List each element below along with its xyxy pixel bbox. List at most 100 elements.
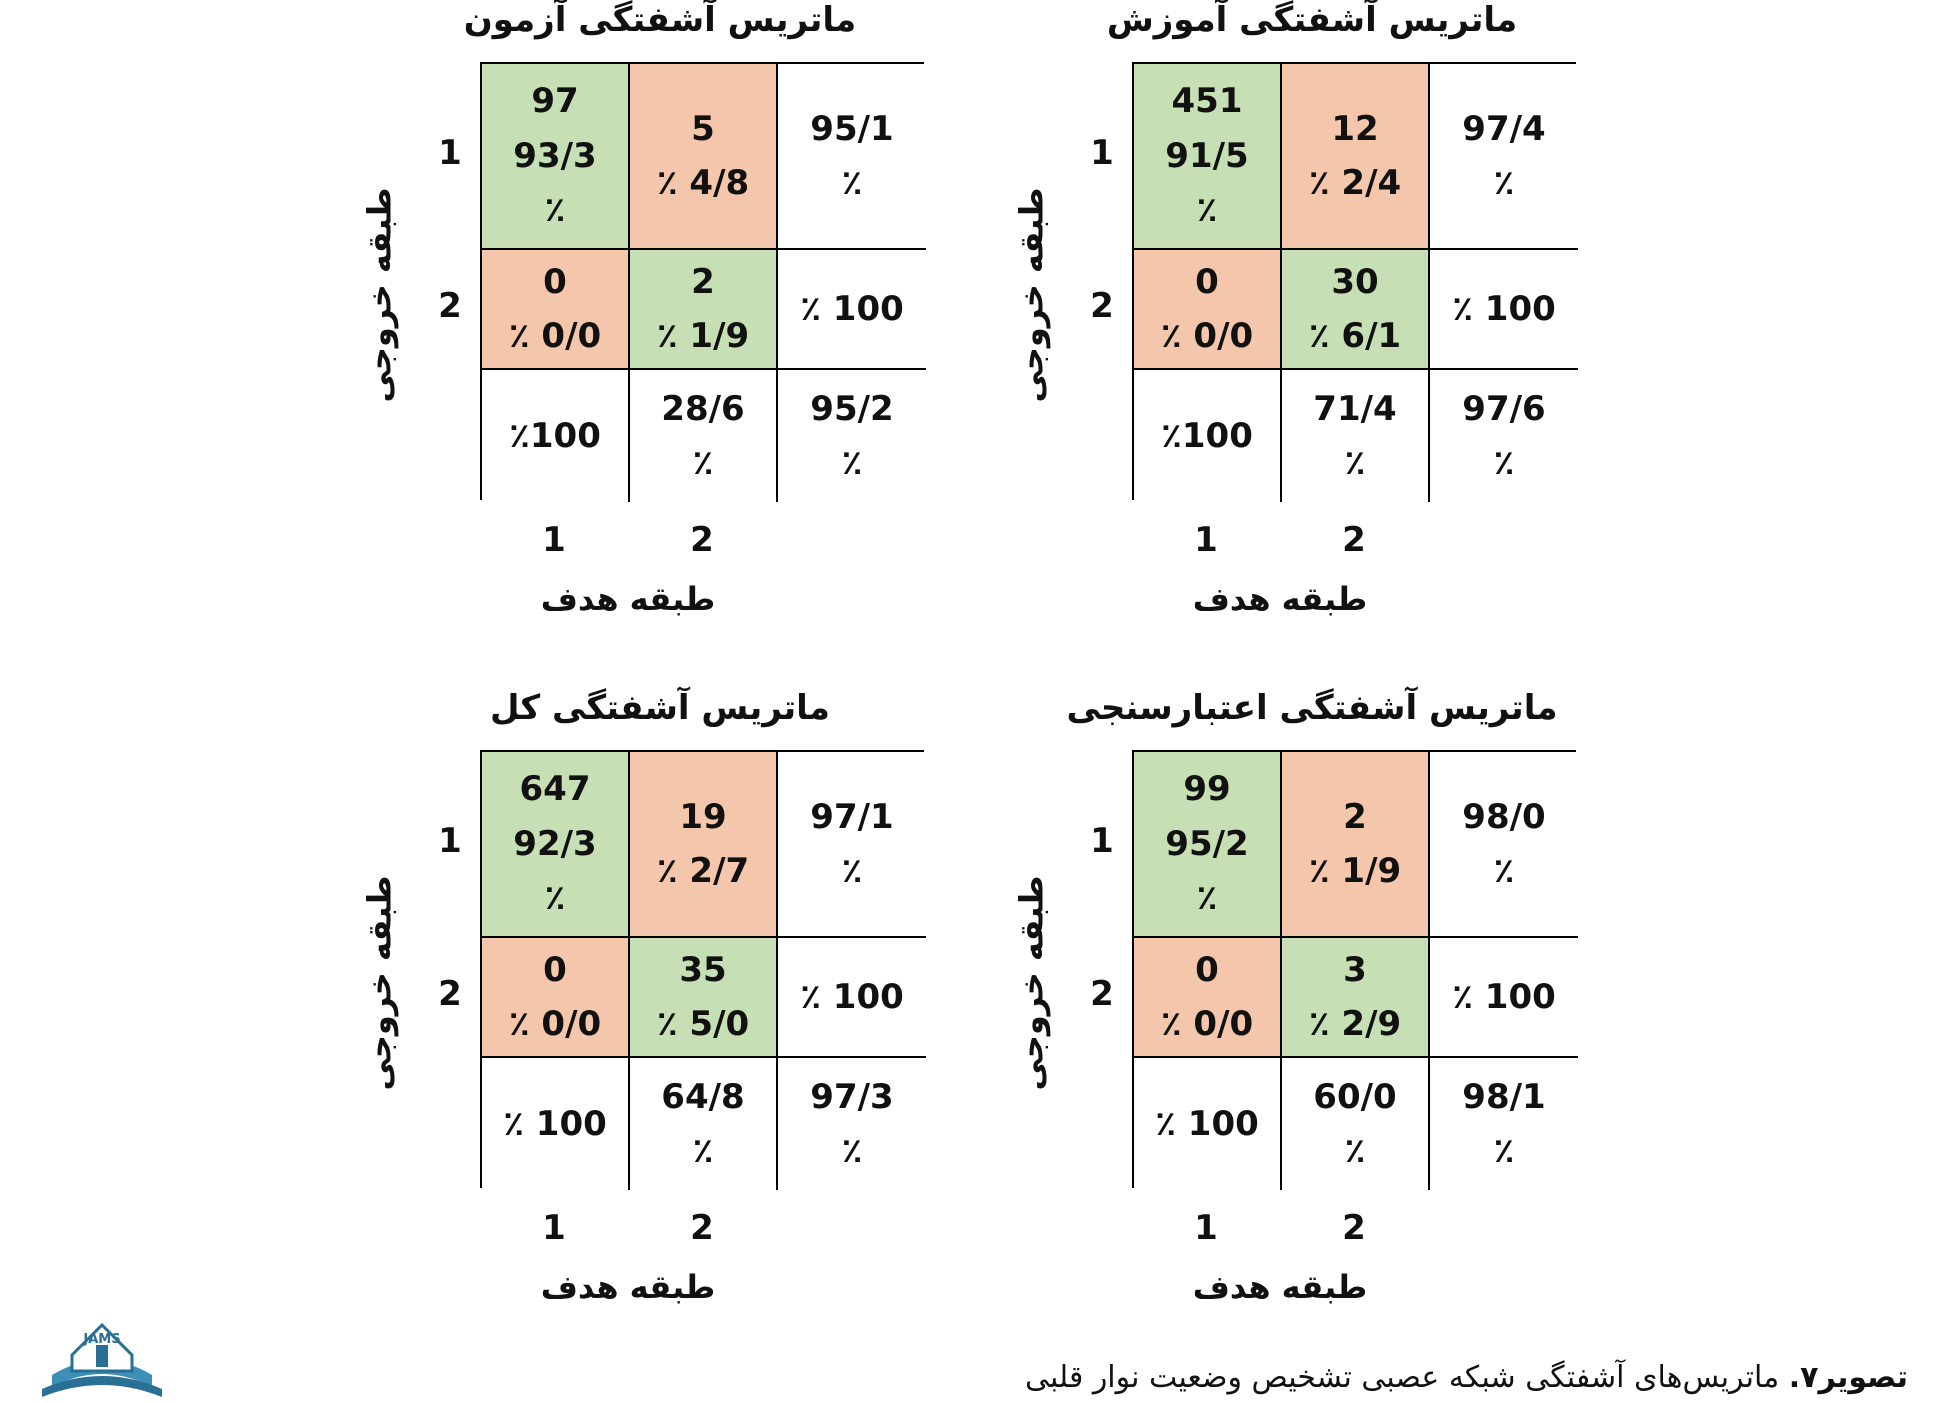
column-tick-label: 1 (1194, 520, 1218, 560)
journal-logo: JAMS (42, 1322, 162, 1397)
matrix-cell-plain: ٪100 (482, 370, 630, 502)
confusion-matrix-grid: 97 93/3 ٪ 5 ٪ 4/8 95/1 ٪ 0 ٪ 0/0 2 ٪ 1/9 ٪ 100 ٪100 2… (480, 62, 926, 502)
y-axis-label: طبقه خروجی (1013, 187, 1052, 403)
cell-percent-sign: ٪ (1196, 878, 1218, 919)
matrix-cell-wrong: 2 ٪ 1/9 (1282, 752, 1430, 938)
matrix-cell-correct: 35 ٪ 5/0 (630, 938, 778, 1058)
matrix-cell-plain: ٪ 100 (482, 1058, 630, 1190)
cell-percent: ٪ 0/0 (508, 1004, 602, 1044)
matrix-title: ماتریس آشفتگی کل (490, 688, 830, 728)
y-axis-label-box: طبقه خروجی (350, 873, 410, 1093)
matrix-cell-correct: 451 91/5 ٪ (1134, 64, 1282, 250)
y-axis-label: طبقه خروجی (1013, 875, 1052, 1091)
cell-count: ٪ 100 (1452, 976, 1556, 1017)
row-tick-label: 1 (438, 821, 462, 861)
cell-count: 97/6 (1462, 388, 1546, 429)
confusion-matrix-grid: 451 91/5 ٪ 12 ٪ 2/4 97/4 ٪ 0 ٪ 0/0 30 ٪ 6/1 ٪ 100 ٪1… (1132, 62, 1578, 502)
cell-percent-sign: ٪ (1196, 190, 1218, 231)
matrix-cell-plain: ٪ 100 (1430, 938, 1578, 1058)
cell-percent-sign: ٪ (544, 190, 566, 231)
x-axis-label: طبقه هدف (1192, 1268, 1368, 1306)
cell-count: 97/4 (1462, 108, 1546, 149)
cell-count: 451 (1171, 81, 1243, 122)
cell-count: 19 (679, 796, 727, 837)
cell-count: ٪100 (1161, 415, 1253, 456)
cell-count: 0 (543, 261, 567, 302)
matrix-cell-wrong: 0 ٪ 0/0 (482, 250, 630, 370)
cell-count: ٪100 (509, 415, 601, 456)
panel-validation: ماتریس آشفتگی اعتبارسنجی طبقه خروجی 1 2 99 95… (1002, 688, 1622, 1328)
matrix-cell-plain: 71/4 ٪ (1282, 370, 1430, 502)
matrix-cell-correct: 99 95/2 ٪ (1134, 752, 1282, 938)
cell-count: 60/0 (1313, 1076, 1397, 1117)
matrix-cell-plain: ٪100 (1134, 370, 1282, 502)
caption-label: تصویر۷. (1788, 1360, 1908, 1395)
cell-count: ٪ 100 (800, 288, 904, 329)
cell-percent: ٪ 0/0 (1160, 316, 1254, 356)
cell-count: 0 (1195, 261, 1219, 302)
cell-count: 0 (1195, 949, 1219, 990)
cell-percent: 95/2 (1165, 823, 1249, 864)
cell-percent-sign: ٪ (544, 878, 566, 919)
matrix-cell-plain: 97/1 ٪ (778, 752, 926, 938)
cell-percent-sign: ٪ (841, 1131, 863, 1171)
cell-count: 95/2 (810, 388, 894, 429)
column-tick-label: 2 (1342, 520, 1366, 560)
cell-percent: 91/5 (1165, 135, 1249, 176)
cell-percent: ٪ 0/0 (508, 316, 602, 356)
column-tick-label: 1 (542, 1208, 566, 1248)
cell-count: 98/0 (1462, 796, 1546, 837)
cell-count: 99 (1183, 769, 1231, 810)
matrix-cell-plain: ٪ 100 (778, 938, 926, 1058)
matrix-cell-correct: 97 93/3 ٪ (482, 64, 630, 250)
cell-count: 97/3 (810, 1076, 894, 1117)
cell-count: 97/1 (810, 796, 894, 837)
matrix-cell-wrong: 0 ٪ 0/0 (1134, 938, 1282, 1058)
x-axis-label: طبقه هدف (540, 580, 716, 618)
cell-percent-sign: ٪ (1344, 1131, 1366, 1171)
cell-percent: 93/3 (513, 135, 597, 176)
cell-percent-sign: ٪ (1493, 851, 1515, 891)
cell-percent-sign: ٪ (692, 443, 714, 483)
matrix-cell-plain: 97/6 ٪ (1430, 370, 1578, 502)
cell-percent-sign: ٪ (1493, 443, 1515, 483)
cell-count: 30 (1331, 261, 1379, 302)
cell-percent: ٪ 5/0 (656, 1004, 750, 1044)
cell-percent-sign: ٪ (1344, 443, 1366, 483)
cell-percent-sign: ٪ (841, 443, 863, 483)
cell-percent-sign: ٪ (1493, 1131, 1515, 1171)
cell-count: 98/1 (1462, 1076, 1546, 1117)
matrix-title: ماتریس آشفتگی آموزش (1106, 0, 1518, 40)
matrix-title: ماتریس آشفتگی اعتبارسنجی (1066, 688, 1558, 728)
cell-percent-sign: ٪ (692, 1131, 714, 1171)
matrix-cell-correct: 2 ٪ 1/9 (630, 250, 778, 370)
cell-percent: ٪ 6/1 (1308, 316, 1402, 356)
column-tick-label: 2 (690, 1208, 714, 1248)
panel-test: ماتریس آشفتگی آزمون طبقه خروجی 1 2 97 93/3 ٪ 5 ٪… (350, 0, 970, 640)
matrix-cell-plain: 95/2 ٪ (778, 370, 926, 502)
logo-text: JAMS (82, 1332, 120, 1347)
matrix-cell-plain: 64/8 ٪ (630, 1058, 778, 1190)
column-tick-label: 1 (542, 520, 566, 560)
cell-count: 0 (543, 949, 567, 990)
panel-training: ماتریس آشفتگی آموزش طبقه خروجی 1 2 451 91/5 ٪ 1… (1002, 0, 1622, 640)
panel-total: ماتریس آشفتگی کل طبقه خروجی 1 2 647 92/3 ٪ 19 ٪ … (350, 688, 970, 1328)
cell-count: ٪ 100 (1452, 288, 1556, 329)
matrix-cell-correct: 3 ٪ 2/9 (1282, 938, 1430, 1058)
matrix-cell-correct: 30 ٪ 6/1 (1282, 250, 1430, 370)
row-tick-label: 2 (1090, 286, 1114, 326)
column-tick-label: 2 (690, 520, 714, 560)
caption-text: ماتریس‌های آشفتگی شبکه عصبی تشخیص وضعیت … (1024, 1360, 1789, 1395)
row-tick-label: 2 (438, 974, 462, 1014)
cell-count: 12 (1331, 108, 1379, 149)
cell-count: 2 (1343, 796, 1367, 837)
cell-count: 97 (531, 81, 579, 122)
matrix-cell-plain: ٪ 100 (778, 250, 926, 370)
x-axis-label: طبقه هدف (540, 1268, 716, 1306)
matrix-cell-plain: 97/4 ٪ (1430, 64, 1578, 250)
cell-percent-sign: ٪ (841, 851, 863, 891)
matrix-cell-correct: 647 92/3 ٪ (482, 752, 630, 938)
row-tick-label: 1 (438, 133, 462, 173)
matrix-cell-plain: 60/0 ٪ (1282, 1058, 1430, 1190)
cell-percent: ٪ 2/7 (656, 851, 750, 891)
